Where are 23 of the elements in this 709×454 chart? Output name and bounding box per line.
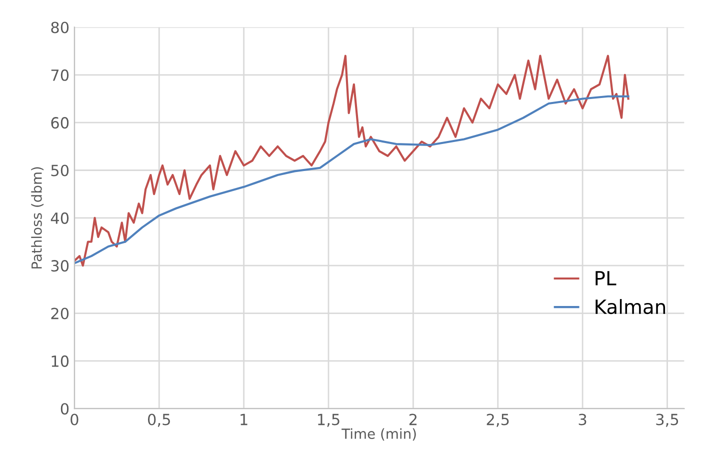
y-tick-label: 80: [51, 22, 69, 34]
line-series: [74, 95, 630, 264]
y-tick-label: 60: [51, 117, 69, 129]
y-tick-label: 10: [52, 355, 69, 367]
y-tick-label: 0: [60, 403, 69, 415]
y-tick-label: 40: [50, 212, 69, 224]
y-axis-title: Pathloss (dbm): [31, 167, 44, 268]
y-tick-label: 70: [51, 69, 69, 81]
x-tick-label: 0: [70, 414, 78, 426]
x-tick-label: 2: [409, 414, 417, 426]
legend-label: Kalman: [596, 299, 666, 314]
x-tick-label: 1: [240, 414, 248, 426]
line-series: [74, 54, 630, 267]
y-tick-label: 50: [51, 164, 69, 176]
x-tick-label: 0,5: [148, 414, 170, 427]
x-tick-label: 2,5: [486, 414, 509, 427]
y-tick-label: 30: [51, 260, 69, 272]
x-axis-title: Time (min): [342, 428, 416, 441]
x-tick-label: 3,5: [656, 414, 678, 427]
y-tick-label: 20: [51, 308, 69, 320]
x-tick-label: 1,5: [318, 414, 340, 427]
x-tick-label: 3: [578, 414, 586, 426]
legend-label: PL: [596, 271, 616, 286]
